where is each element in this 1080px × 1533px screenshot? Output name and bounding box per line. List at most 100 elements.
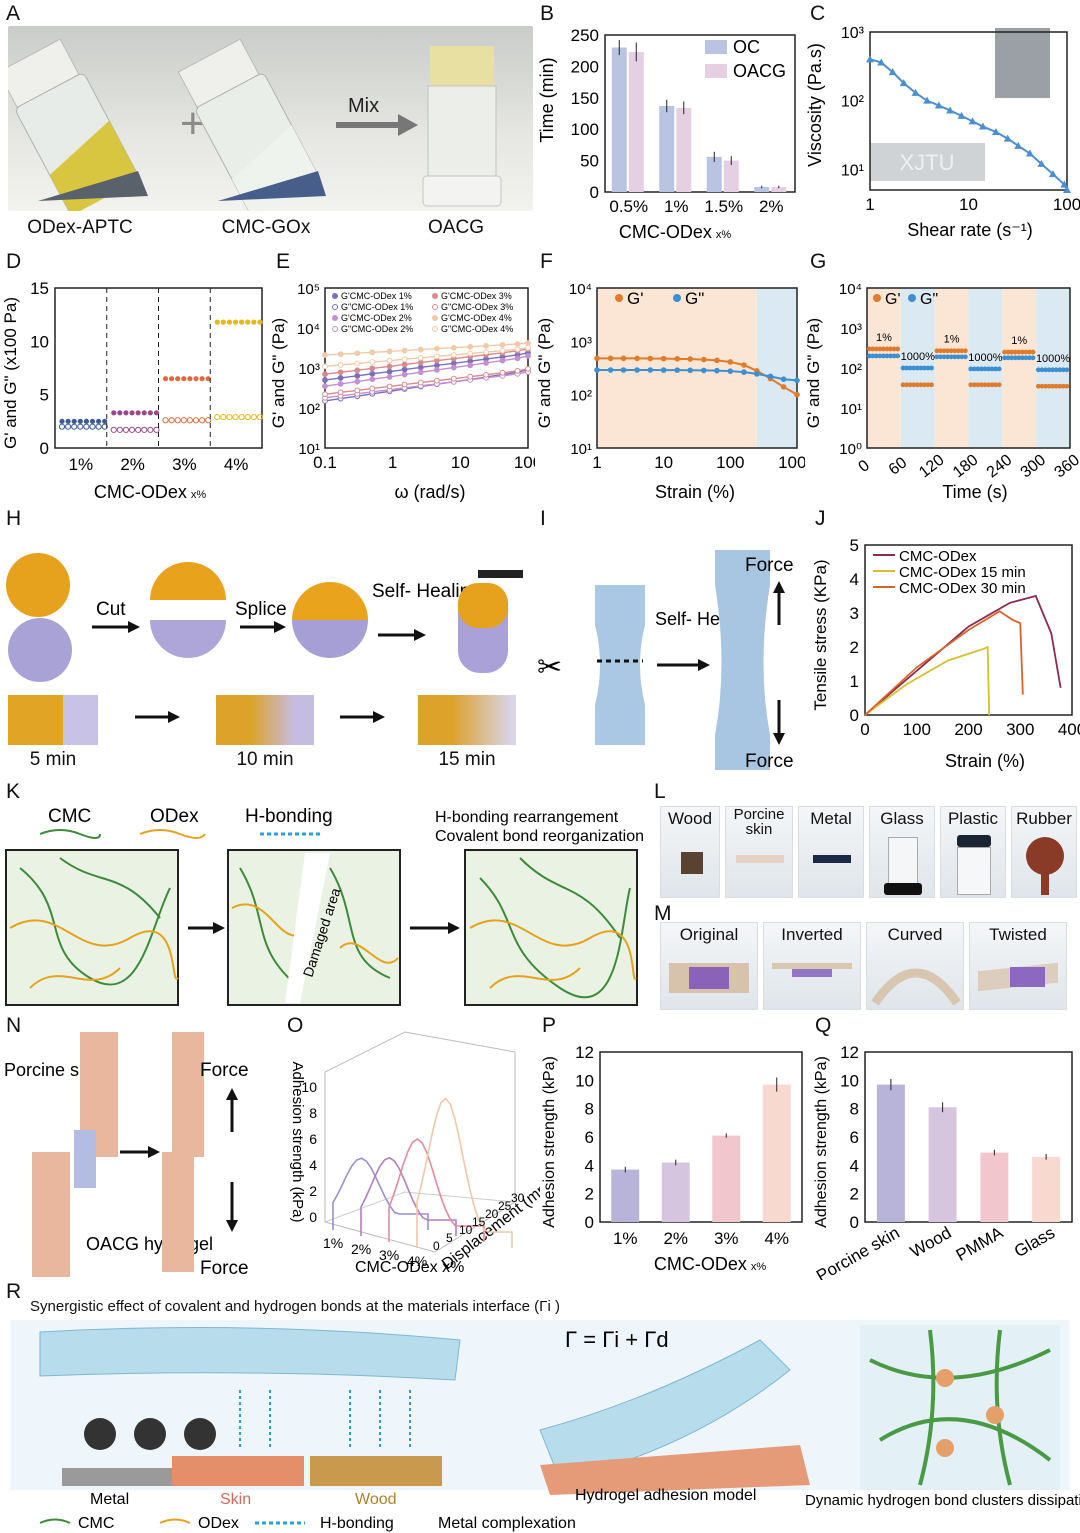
chart-d: G' and G" (x100 Pa) CMC-ODex x% 0 5 10 15 1% 2… (1, 279, 264, 502)
plot-frame (599, 1051, 803, 1223)
gpp-point (1002, 355, 1007, 361)
y-tick-label: 0 (433, 1239, 440, 1253)
panel-m: M Original Inverted Curved Twisted (650, 900, 1080, 1012)
data-point (467, 350, 474, 357)
x-tick-label: 1 (592, 453, 601, 472)
panel-a: A + Mix ODe (0, 0, 535, 245)
y-tick-label: 0 (585, 1213, 594, 1232)
y-axis-label: Adhesion strength (kPa) (813, 1056, 830, 1228)
legend-metal-complexation: Metal complexation (438, 1515, 576, 1532)
y-tick-label: 10¹ (841, 162, 864, 179)
panel-c: C Viscosity (Pa.s) Shear rate (s⁻¹) XJTU… (805, 0, 1080, 245)
gp-point (102, 418, 108, 424)
gp-point (918, 382, 924, 388)
data-point (754, 371, 760, 377)
gpp-point (122, 426, 130, 433)
legend-marker (673, 294, 681, 302)
panel-d: D G' and G" (x100 Pa) CMC-ODex x% 0 5 10 15 1… (0, 248, 270, 503)
gpp-point (1030, 355, 1036, 361)
time-5min: 5 min (29, 749, 77, 770)
model-label: Hydrogel adhesion model (575, 1487, 756, 1504)
data-point (1025, 149, 1034, 157)
panel-label: F (540, 250, 553, 273)
y-tick-label: 200 (571, 57, 599, 76)
data-point (369, 349, 376, 356)
y-tick-label: 15 (30, 279, 49, 298)
data-point (780, 376, 787, 382)
panel-f: F G' and G" (Pa) Strain (%) 1 10 100 1000 10… (535, 248, 805, 503)
gpp-point (907, 365, 913, 371)
data-point (525, 365, 531, 372)
panel-j: J Tensile stress (KPa) Strain (%) 0 100 20… (810, 505, 1080, 775)
y-tick-label: 0 (590, 183, 599, 202)
gpp-point (226, 413, 233, 421)
series-line (332, 1157, 429, 1230)
gp-point (873, 346, 879, 352)
plot-frame (324, 287, 529, 449)
data-point (450, 352, 457, 358)
gp-point (945, 348, 950, 354)
inset-photo (995, 28, 1050, 98)
data-point (337, 375, 344, 381)
substrate-rubber: Rubber (1011, 806, 1077, 898)
data-point (620, 367, 627, 373)
panel-label: R (6, 1280, 22, 1303)
gp-point (220, 319, 226, 325)
legend-label: OACG (733, 61, 786, 81)
data-point (337, 381, 344, 387)
bar (762, 1084, 791, 1222)
y-tick-label: 1 (850, 672, 859, 691)
data-point (514, 355, 521, 362)
y-tick-label: 2 (850, 1185, 859, 1204)
gpp-point (938, 354, 943, 360)
gp-point (199, 376, 205, 382)
gp-point (1046, 383, 1052, 389)
gp-point (1023, 349, 1029, 355)
gpp-point (975, 366, 981, 372)
x-tick-label: 3% (172, 455, 197, 474)
gp-point (996, 382, 1002, 388)
data-point (401, 361, 408, 368)
series-line (864, 645, 991, 716)
vial-label-2: CMC-GOx (221, 217, 311, 238)
gp-point (938, 348, 943, 354)
gpp-point (979, 366, 984, 372)
gpp-point (1057, 367, 1063, 373)
x-tick-label: 2% (120, 455, 145, 474)
legend-label: CMC-ODex 30 min (899, 580, 1026, 597)
panel-label: Q (815, 1014, 832, 1037)
x-tick-label: 240 (984, 451, 1016, 481)
legend-odex: ODex (198, 1515, 239, 1532)
y-tick-label: 10² (841, 94, 865, 111)
x-tick-label: 10 (654, 453, 673, 472)
y-tick-label: 10¹ (840, 401, 862, 418)
x-tick-label: 4% (764, 1229, 789, 1248)
data-point (337, 362, 344, 368)
data-point (417, 364, 424, 371)
bar (628, 51, 644, 193)
x-tick-label: 1000 (778, 453, 805, 472)
x-tick-label: 100 (903, 720, 931, 739)
y-axis-label: G' and G" (x100 Pa) (1, 297, 20, 449)
step-cut: Cut (96, 599, 126, 620)
data-point (354, 367, 361, 374)
strain-annotation: 1000% (901, 351, 935, 363)
gp-point (1002, 349, 1007, 355)
x-tick-label: 1 (865, 195, 874, 214)
gp-point (929, 382, 934, 388)
plot-frame (864, 544, 1073, 716)
legend-odex: ODex (150, 806, 199, 827)
data-point (923, 96, 932, 104)
legend-marker (432, 315, 438, 321)
gpp-point (952, 354, 958, 360)
gp-point (65, 418, 71, 424)
y-tick-label: 0 (850, 1213, 859, 1232)
data-point (417, 346, 424, 353)
substrate-glass: Glass (869, 806, 935, 898)
y-tick-label: 8 (585, 1100, 594, 1119)
gp-point (1030, 349, 1036, 355)
y-tick-label: 10 (459, 1223, 473, 1237)
series-line (597, 369, 798, 382)
vials-illustration: + Mix (0, 38, 502, 214)
panel-label: E (276, 250, 291, 273)
